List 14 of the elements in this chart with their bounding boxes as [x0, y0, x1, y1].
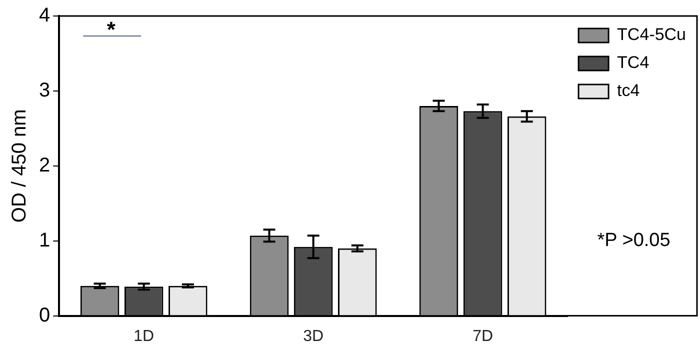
y-tick-label: 2 [39, 154, 50, 176]
annotation: * [106, 17, 116, 42]
annotation: *P >0.05 [597, 230, 670, 252]
legend-label: TC4-5Cu [617, 25, 686, 44]
y-tick-label: 0 [39, 304, 50, 326]
y-tick-label: 4 [39, 4, 50, 27]
y-tick-label: 3 [39, 79, 50, 102]
x-tick-label: 3D [303, 328, 324, 345]
x-tick-label: 7D [472, 328, 494, 345]
y-tick-label: 1 [39, 229, 50, 252]
legend-label: TC4 [617, 53, 650, 72]
y-axis-title: OD / 450 nm [8, 109, 31, 223]
legend-label: tc4 [617, 81, 640, 100]
x-tick-label: 1D [134, 328, 154, 345]
